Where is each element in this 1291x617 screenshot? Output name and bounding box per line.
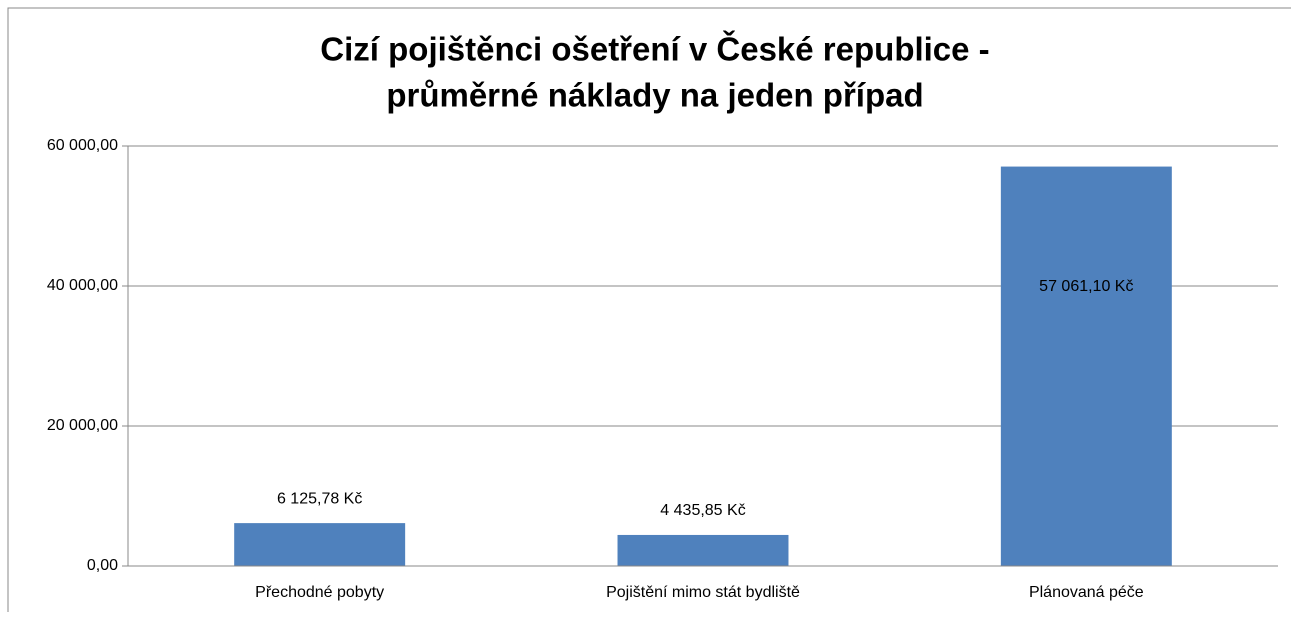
y-tick-label: 20 000,00 [47,417,118,434]
bar [1000,166,1172,566]
y-tick-label: 0,00 [87,557,118,574]
x-tick-label: Plánovaná péče [1029,584,1144,601]
data-label: 57 061,10 Kč [1039,278,1133,295]
x-tick-label: Přechodné pobyty [255,584,384,601]
x-tick-label: Pojištění mimo stát bydliště [606,584,800,601]
data-label: 6 125,78 Kč [277,490,362,507]
chart-title: průměrné náklady na jeden případ [386,77,923,114]
y-tick-label: 60 000,00 [47,137,118,154]
bar [234,523,406,566]
data-label: 4 435,85 Kč [660,502,745,519]
y-tick-label: 40 000,00 [47,277,118,294]
chart-title: Cizí pojištěnci ošetření v České republi… [320,30,989,68]
bar [617,534,789,566]
